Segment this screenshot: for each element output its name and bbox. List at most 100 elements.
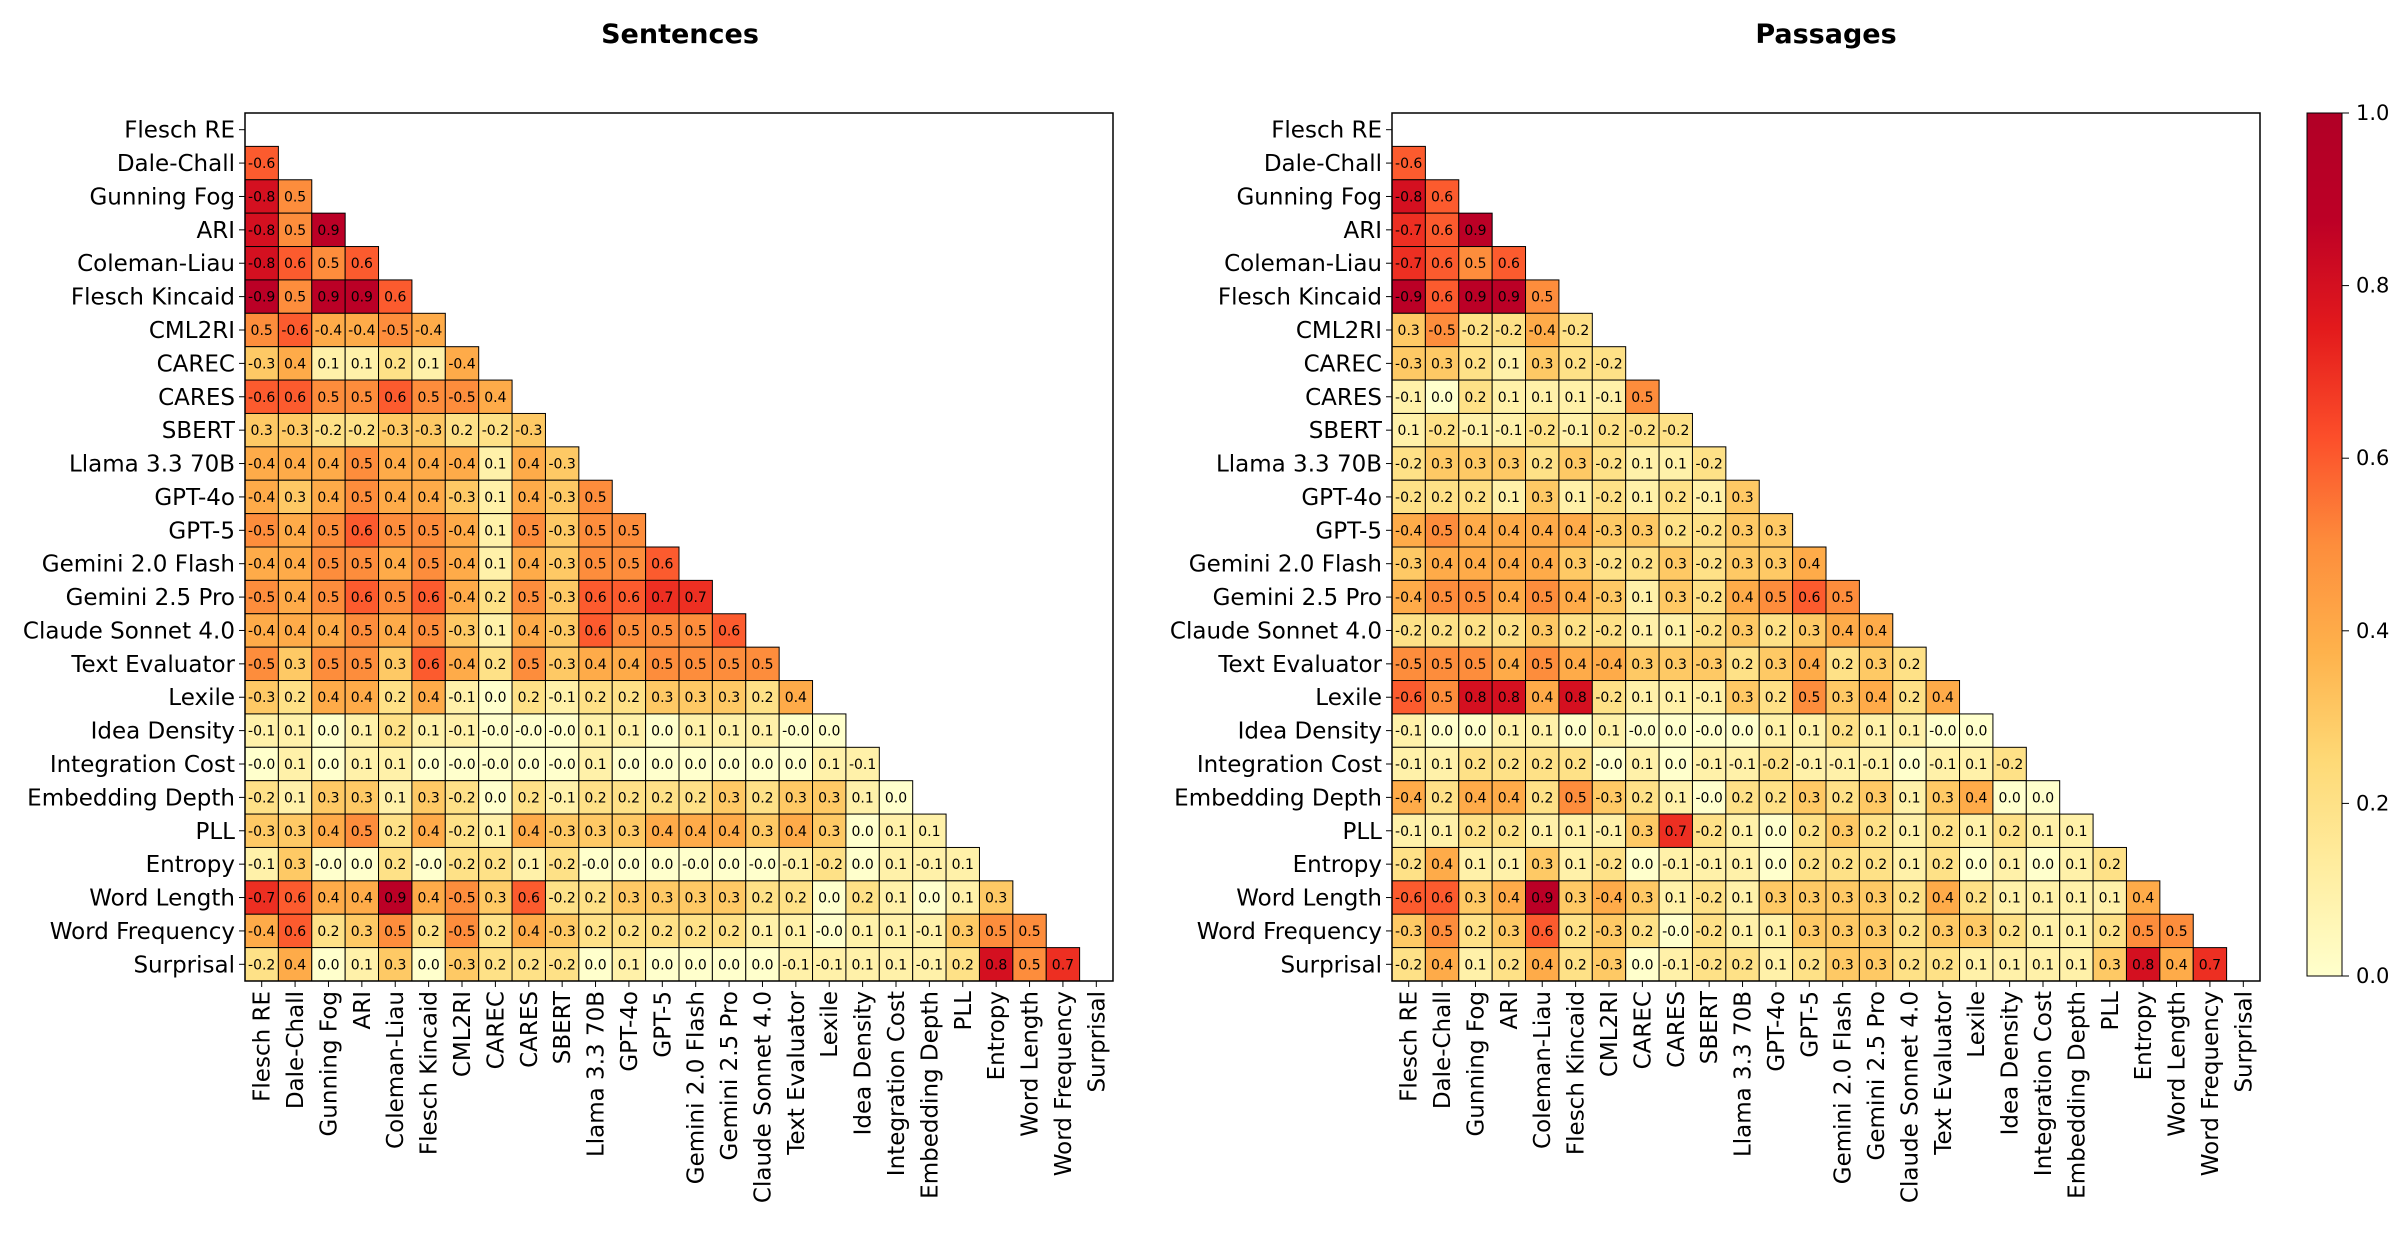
cell-value: 0.5 bbox=[351, 557, 373, 573]
cell-value: 0.8 bbox=[985, 957, 1007, 973]
cell-value: -0.4 bbox=[1395, 790, 1422, 806]
heatmap-cell bbox=[2025, 880, 2061, 915]
heatmap-cell bbox=[444, 880, 480, 915]
cell-value: -0.2 bbox=[1695, 590, 1722, 606]
cell-value: -0.5 bbox=[382, 323, 409, 339]
heatmap-cell bbox=[1758, 546, 1794, 581]
heatmap-cell bbox=[1491, 947, 1527, 982]
cell-value: 0.4 bbox=[417, 690, 439, 706]
heatmap-cell bbox=[1558, 546, 1593, 581]
heatmap-cell bbox=[1491, 680, 1527, 715]
heatmap-cell bbox=[1525, 713, 1560, 748]
cell-value: 0.4 bbox=[1865, 690, 1887, 706]
cell-value: -0.0 bbox=[548, 757, 575, 773]
heatmap-cell bbox=[1792, 780, 1827, 815]
cell-value: -0.2 bbox=[1695, 557, 1722, 573]
cell-value: 0.5 bbox=[1564, 790, 1586, 806]
heatmap-cell bbox=[878, 780, 914, 815]
cell-value: -0.3 bbox=[248, 690, 275, 706]
heatmap-cell bbox=[344, 780, 380, 815]
cell-value: 0.5 bbox=[284, 189, 306, 205]
heatmap-cell bbox=[244, 479, 279, 515]
cell-value: -0.2 bbox=[1695, 891, 1722, 907]
cell-value: 0.5 bbox=[251, 323, 273, 339]
cell-value: 0.1 bbox=[1898, 824, 1920, 840]
cell-value: -0.2 bbox=[548, 891, 575, 907]
x-tick-label: PLL bbox=[951, 991, 977, 1031]
cell-value: 0.3 bbox=[1564, 891, 1586, 907]
heatmap-cell bbox=[1691, 479, 1727, 515]
cell-value: 0.1 bbox=[851, 957, 873, 973]
cell-value: 0.9 bbox=[1531, 891, 1553, 907]
cell-value: 0.2 bbox=[484, 957, 506, 973]
heatmap-cell bbox=[1625, 379, 1660, 414]
cell-value: 0.1 bbox=[1631, 757, 1653, 773]
cell-value: 0.3 bbox=[1765, 657, 1787, 673]
heatmap-cell bbox=[1558, 846, 1593, 882]
cell-value: -0.1 bbox=[448, 690, 475, 706]
cell-value: 0.7 bbox=[1665, 824, 1687, 840]
cell-value: -0.5 bbox=[248, 657, 275, 673]
cell-value: 0.3 bbox=[751, 824, 773, 840]
heatmap-cell bbox=[311, 846, 346, 882]
cell-value: 0.5 bbox=[317, 590, 339, 606]
y-tick-label: Idea Density bbox=[1238, 719, 1382, 745]
cell-value: -0.5 bbox=[448, 390, 475, 406]
cell-value: 0.3 bbox=[1832, 690, 1854, 706]
cell-value: 0.1 bbox=[284, 724, 306, 740]
heatmap-cell bbox=[978, 913, 1014, 949]
cell-value: -0.1 bbox=[782, 857, 809, 873]
cell-value: -0.2 bbox=[1996, 757, 2023, 773]
x-tick-label: Coleman-Liau bbox=[1530, 991, 1556, 1149]
cell-value: 0.4 bbox=[618, 657, 640, 673]
heatmap-cell bbox=[1558, 713, 1593, 748]
cell-value: -0.5 bbox=[248, 590, 275, 606]
cell-value: 0.1 bbox=[1431, 757, 1453, 773]
heatmap-cell bbox=[912, 913, 947, 949]
x-tick-label: GPT-5 bbox=[1797, 991, 1823, 1058]
x-tick-label: Embedding Depth bbox=[2064, 991, 2090, 1199]
cell-value: 0.2 bbox=[1798, 857, 1820, 873]
heatmap-cell bbox=[244, 179, 279, 214]
cell-value: -0.3 bbox=[548, 924, 575, 940]
cell-value: -0.1 bbox=[548, 790, 575, 806]
x-tick-label: PLL bbox=[2098, 991, 2124, 1031]
cell-value: 0.1 bbox=[1631, 590, 1653, 606]
cell-value: 0.5 bbox=[518, 590, 540, 606]
cell-value: 0.4 bbox=[417, 457, 439, 473]
heatmap-cell bbox=[344, 312, 380, 348]
cell-value: 0.1 bbox=[1898, 857, 1920, 873]
heatmap-cell bbox=[745, 780, 780, 815]
cell-value: 0.3 bbox=[1531, 356, 1553, 372]
cell-value: 0.1 bbox=[518, 857, 540, 873]
x-tick-label: Llama 3.3 70B bbox=[1731, 991, 1757, 1157]
cell-value: 0.3 bbox=[618, 891, 640, 907]
heatmap-cell bbox=[1458, 913, 1493, 949]
cell-value: -0.3 bbox=[1395, 356, 1422, 372]
cell-value: 0.6 bbox=[1798, 590, 1820, 606]
heatmap-cell bbox=[478, 913, 513, 949]
heatmap-cell bbox=[511, 713, 546, 748]
heatmap-cell bbox=[511, 546, 546, 581]
cell-value: -0.2 bbox=[1595, 623, 1622, 639]
heatmap-cell bbox=[845, 813, 880, 848]
heatmap-cell bbox=[311, 446, 346, 481]
cell-value: 0.4 bbox=[317, 623, 339, 639]
heatmap-cell bbox=[2059, 947, 2094, 982]
heatmap-cell bbox=[1959, 947, 1994, 982]
x-tick-label: Gemini 2.0 Flash bbox=[684, 991, 710, 1184]
heatmap-cell bbox=[1391, 446, 1426, 481]
heatmap-cell bbox=[1959, 880, 1994, 915]
cell-value: 0.6 bbox=[1431, 223, 1453, 239]
cell-value: 0.1 bbox=[484, 490, 506, 506]
cell-value: 0.4 bbox=[284, 623, 306, 639]
heatmap-cell bbox=[1491, 780, 1527, 815]
heatmap-cell bbox=[578, 746, 613, 782]
cell-value: -0.4 bbox=[315, 323, 342, 339]
heatmap-cell bbox=[344, 813, 380, 848]
cell-value: 0.7 bbox=[651, 590, 673, 606]
heatmap-cell bbox=[812, 746, 847, 782]
heatmap-cell bbox=[745, 646, 780, 682]
cell-value: 0.1 bbox=[885, 857, 907, 873]
cell-value: 0.1 bbox=[1564, 857, 1586, 873]
